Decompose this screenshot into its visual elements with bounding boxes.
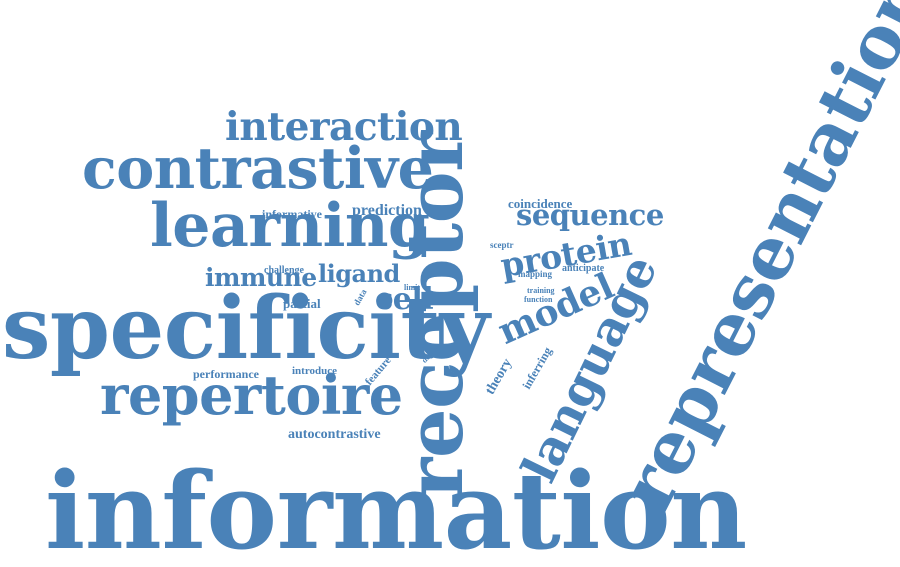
word-interaction: interaction [225,104,463,150]
word-challenge: challenge [264,265,304,276]
word-immune: immune [205,263,317,292]
word-coincidence: coincidence [508,196,573,211]
word-repertoire: repertoire [100,363,403,427]
word-mapping: mapping [518,269,553,279]
word-ligand: ligand [318,259,400,288]
word-contrastive: contrastive [82,135,434,202]
word-sceptr: sceptr [490,240,514,250]
word-specificity: specificity [2,278,490,379]
word-representation: representation [602,0,900,524]
word-limit: limit [404,283,420,292]
word-autocontrastive: autocontrastive [288,427,381,442]
word-learning: learning [150,191,430,261]
word-sequence: sequence [516,198,664,232]
word-inferring: inferring [519,344,555,392]
word-information: information [45,448,747,567]
word-function: function [524,295,553,304]
word-training: training [527,286,555,295]
word-partial: partial [283,296,321,311]
word-introduce: introduce [292,365,338,377]
word-informative: informative [262,207,322,221]
word-prediction: prediction [352,202,422,219]
word-cell: cell [375,282,434,317]
word-anticipate: anticipate [562,263,605,274]
word-performance: performance [193,367,259,381]
